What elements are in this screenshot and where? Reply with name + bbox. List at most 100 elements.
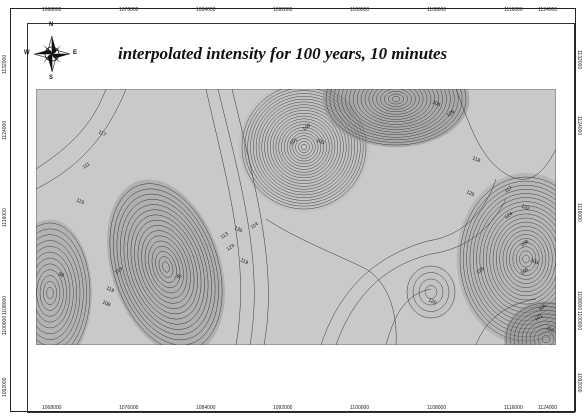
contour-line [35, 88, 127, 190]
contour-line [162, 261, 170, 273]
x-tick-label-bottom: 1100000 [350, 405, 370, 411]
contour-value-label: 116 [476, 266, 486, 276]
contour-line [35, 88, 107, 170]
contour-line [120, 199, 212, 335]
contour-line [255, 98, 353, 196]
contour-line [455, 88, 557, 180]
contour-line [134, 219, 198, 315]
x-tick-label-bottom: 1108000 [427, 405, 447, 411]
x-tick-label-top: 1108000 [427, 7, 447, 13]
contour-value-label: 110 [545, 325, 555, 334]
contour-value-label: 114 [250, 221, 260, 231]
contour-value-label: 105 [520, 267, 530, 277]
contour-line [127, 209, 205, 325]
contour-value-label: 101 [534, 313, 544, 323]
x-tick-label-top: 1124000 [538, 7, 558, 13]
contour-value-label: 117 [97, 129, 107, 138]
compass-north-label: N [49, 22, 54, 28]
contour-line [247, 90, 361, 204]
contour-map-canvas: 1171111151091031011041261181081031059712… [8, 50, 584, 377]
contour-line [217, 88, 255, 346]
contour-line [385, 288, 432, 346]
x-tick-label-top: 1100000 [350, 7, 370, 13]
contour-line [289, 132, 319, 162]
map-neatline [27, 23, 575, 413]
contour-line [269, 112, 339, 182]
contour-line [148, 240, 184, 294]
contour-line [412, 272, 450, 312]
contour-line [300, 143, 308, 151]
contour-line [46, 286, 54, 300]
contour-value-label: 108 [101, 299, 111, 308]
contour-line [137, 225, 195, 309]
y-tick-label-right: 1100000 [576, 311, 582, 331]
contour-value-label: 103 [529, 257, 539, 266]
contour-value-label: 99 [57, 271, 65, 279]
contour-line [123, 204, 209, 330]
contour-line [286, 129, 322, 165]
contour-value-label: 122 [520, 203, 530, 212]
contour-value-label: 104 [431, 99, 441, 108]
contour-value-label: 120 [427, 297, 437, 306]
x-tick-label-bottom: 1116000 [504, 405, 523, 411]
contour-value-label: 115 [75, 197, 85, 206]
contour-line [335, 198, 507, 346]
contour-line [387, 93, 405, 105]
y-tick-label-left: 1116000 [2, 208, 8, 227]
contour-value-label: 103 [315, 137, 325, 146]
contour-value-label: 97 [175, 273, 183, 281]
contour-line [284, 127, 324, 167]
map-title: interpolated intensity for 100 years, 10… [118, 44, 448, 63]
y-tick-label-right: 1132000 [576, 50, 582, 70]
compass-west-label: W [24, 50, 30, 56]
contour-line [384, 91, 408, 107]
contour-line [144, 235, 188, 299]
x-tick-label-top: 1076000 [119, 7, 139, 13]
contour-line [116, 193, 216, 341]
y-tick-label-left: 1092000 [2, 377, 8, 397]
contour-line [320, 178, 497, 346]
compass-south-label: S [49, 75, 54, 81]
contour-line [295, 138, 313, 156]
x-tick-label-bottom: 1076000 [119, 405, 139, 411]
contour-value-label: 101 [289, 137, 299, 147]
contour-line [424, 285, 438, 299]
y-tick-label-left: 1124000 [2, 120, 8, 140]
contour-line [281, 124, 327, 170]
contour-line [406, 265, 456, 319]
y-tick-label-left: 1132000 [2, 54, 8, 74]
contour-value-label: 125 [465, 189, 475, 198]
contour-line [278, 121, 330, 173]
contour-value-label: 123 [226, 243, 236, 253]
contour-line [39, 275, 61, 311]
contour-value-label: 117 [504, 185, 514, 195]
y-tick-label-left: 1100000 [2, 315, 8, 335]
y-tick-label-right: 1124000 [576, 116, 582, 136]
contour-line [512, 242, 540, 276]
intensity-zone [107, 179, 225, 355]
contour-value-label: 105 [538, 303, 548, 313]
contour-line [265, 218, 397, 346]
x-tick-label-bottom: 1068000 [42, 405, 62, 411]
y-tick-label-right: 1108000 [576, 291, 582, 311]
y-tick-label-right: 1092000 [576, 373, 582, 393]
intensity-zone [405, 264, 457, 320]
contour-line [113, 188, 219, 346]
contour-value-label: 109 [302, 123, 312, 133]
contour-line [499, 225, 553, 293]
contour-line [502, 230, 550, 288]
contour-value-label: 119 [239, 257, 249, 266]
contour-value-label: 124 [504, 211, 514, 221]
y-tick-label-left: 1108000 [2, 295, 8, 315]
contour-line [515, 246, 537, 272]
contour-line [267, 110, 341, 184]
contour-line [418, 278, 444, 306]
contour-map: 117 111 115 109 103 101 104 126 118 108 103 105 97 12… [8, 50, 584, 377]
contour-line [519, 250, 533, 268]
compass-east-label: E [73, 50, 78, 56]
contour-line [292, 135, 316, 159]
compass-rose-icon [33, 35, 71, 73]
north-arrow: N S E W [24, 22, 78, 81]
contour-line [541, 335, 551, 343]
x-tick-label-top: 1068000 [42, 7, 62, 13]
